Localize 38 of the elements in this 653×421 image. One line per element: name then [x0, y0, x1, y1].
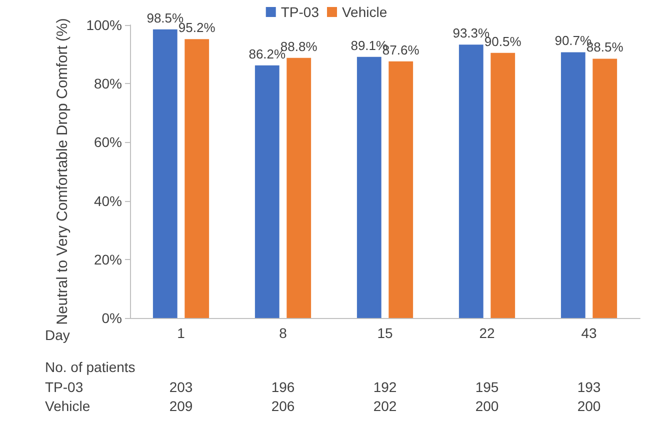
text: 203: [169, 379, 193, 395]
y-tick-label: 60%: [94, 134, 122, 150]
x-tick-label: 8: [279, 325, 288, 341]
text: 200: [475, 398, 499, 414]
y-tick-label: 80%: [94, 76, 122, 92]
bar: [254, 65, 280, 318]
text: 195: [475, 379, 499, 395]
y-tick-label: 40%: [94, 192, 122, 209]
legend-label: TP-03: [280, 4, 320, 20]
legend-label: Vehicle: [342, 4, 388, 20]
y-axis-title: Neutral to Very Comfortable Drop Comfort (%): [54, 18, 71, 325]
text: 192: [373, 379, 397, 395]
bar: [560, 52, 586, 318]
text: 193: [577, 379, 601, 395]
text: 209: [169, 398, 193, 414]
bar: [592, 58, 618, 318]
bar: [286, 58, 312, 318]
text: No. of patients: [45, 359, 136, 375]
bar: [184, 39, 210, 318]
text: 206: [271, 398, 295, 414]
text: 200: [577, 398, 601, 414]
text: Vehicle: [45, 398, 90, 414]
x-tick-label: 22: [479, 325, 495, 341]
text: 196: [271, 379, 295, 395]
text: TP-03: [45, 379, 84, 395]
bar: [490, 52, 516, 318]
y-tick-label: 0%: [102, 310, 122, 326]
x-tick-label: 43: [581, 325, 597, 341]
x-axis-title: Day: [45, 327, 70, 343]
bar: [356, 56, 382, 318]
x-tick-label: 15: [377, 325, 393, 341]
bar: [458, 44, 484, 318]
y-tick-label: 100%: [86, 17, 122, 33]
y-tick-label: 20%: [94, 251, 122, 268]
text: 202: [373, 398, 397, 414]
x-tick-label: 1: [177, 325, 186, 341]
bar: [388, 61, 414, 318]
bar: [152, 29, 178, 318]
